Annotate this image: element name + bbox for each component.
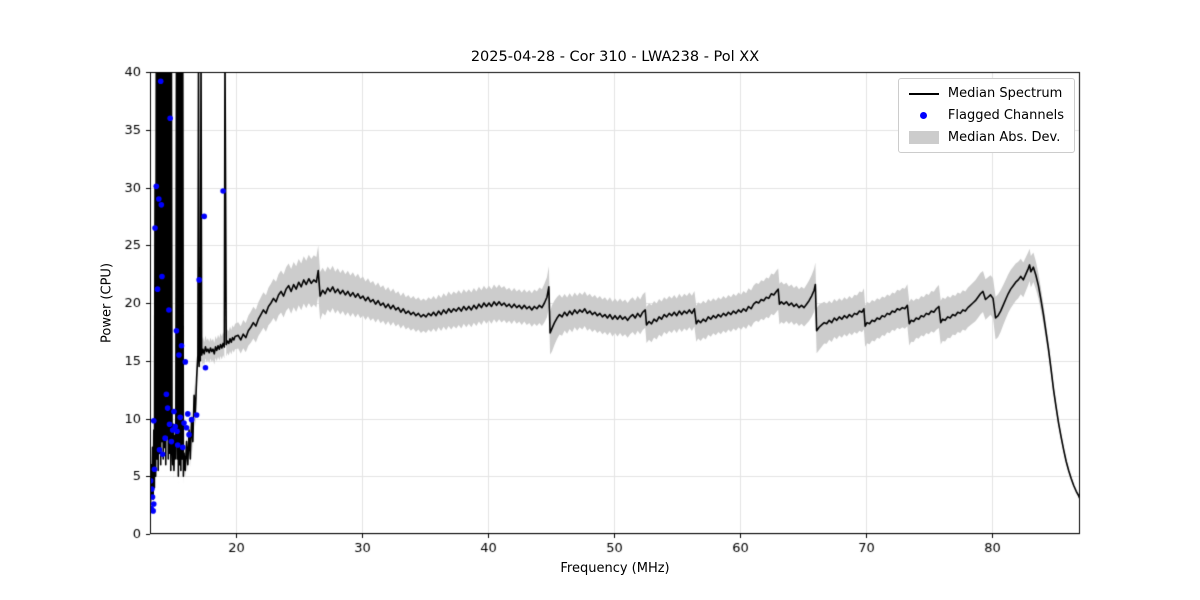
flagged-channels-dot-swatch bbox=[908, 112, 940, 119]
legend-item-flagged-channels: Flagged Channels bbox=[908, 108, 1064, 123]
chart-title: 2025-04-28 - Cor 310 - LWA238 - Pol XX bbox=[470, 49, 760, 65]
legend-label: Flagged Channels bbox=[947, 108, 1064, 123]
legend: Median Spectrum Flagged Channels Median … bbox=[897, 78, 1075, 153]
legend-item-median-abs-dev: Median Abs. Dev. bbox=[908, 130, 1064, 145]
legend-label: Median Spectrum bbox=[947, 86, 1063, 101]
legend-item-median-spectrum: Median Spectrum bbox=[908, 86, 1064, 101]
x-axis-label: Frequency (MHz) bbox=[560, 561, 670, 576]
median-spectrum-line-swatch bbox=[908, 92, 940, 95]
median-abs-dev-band-swatch bbox=[908, 131, 940, 144]
legend-label: Median Abs. Dev. bbox=[947, 130, 1061, 145]
y-axis-label: Power (CPU) bbox=[99, 262, 115, 344]
